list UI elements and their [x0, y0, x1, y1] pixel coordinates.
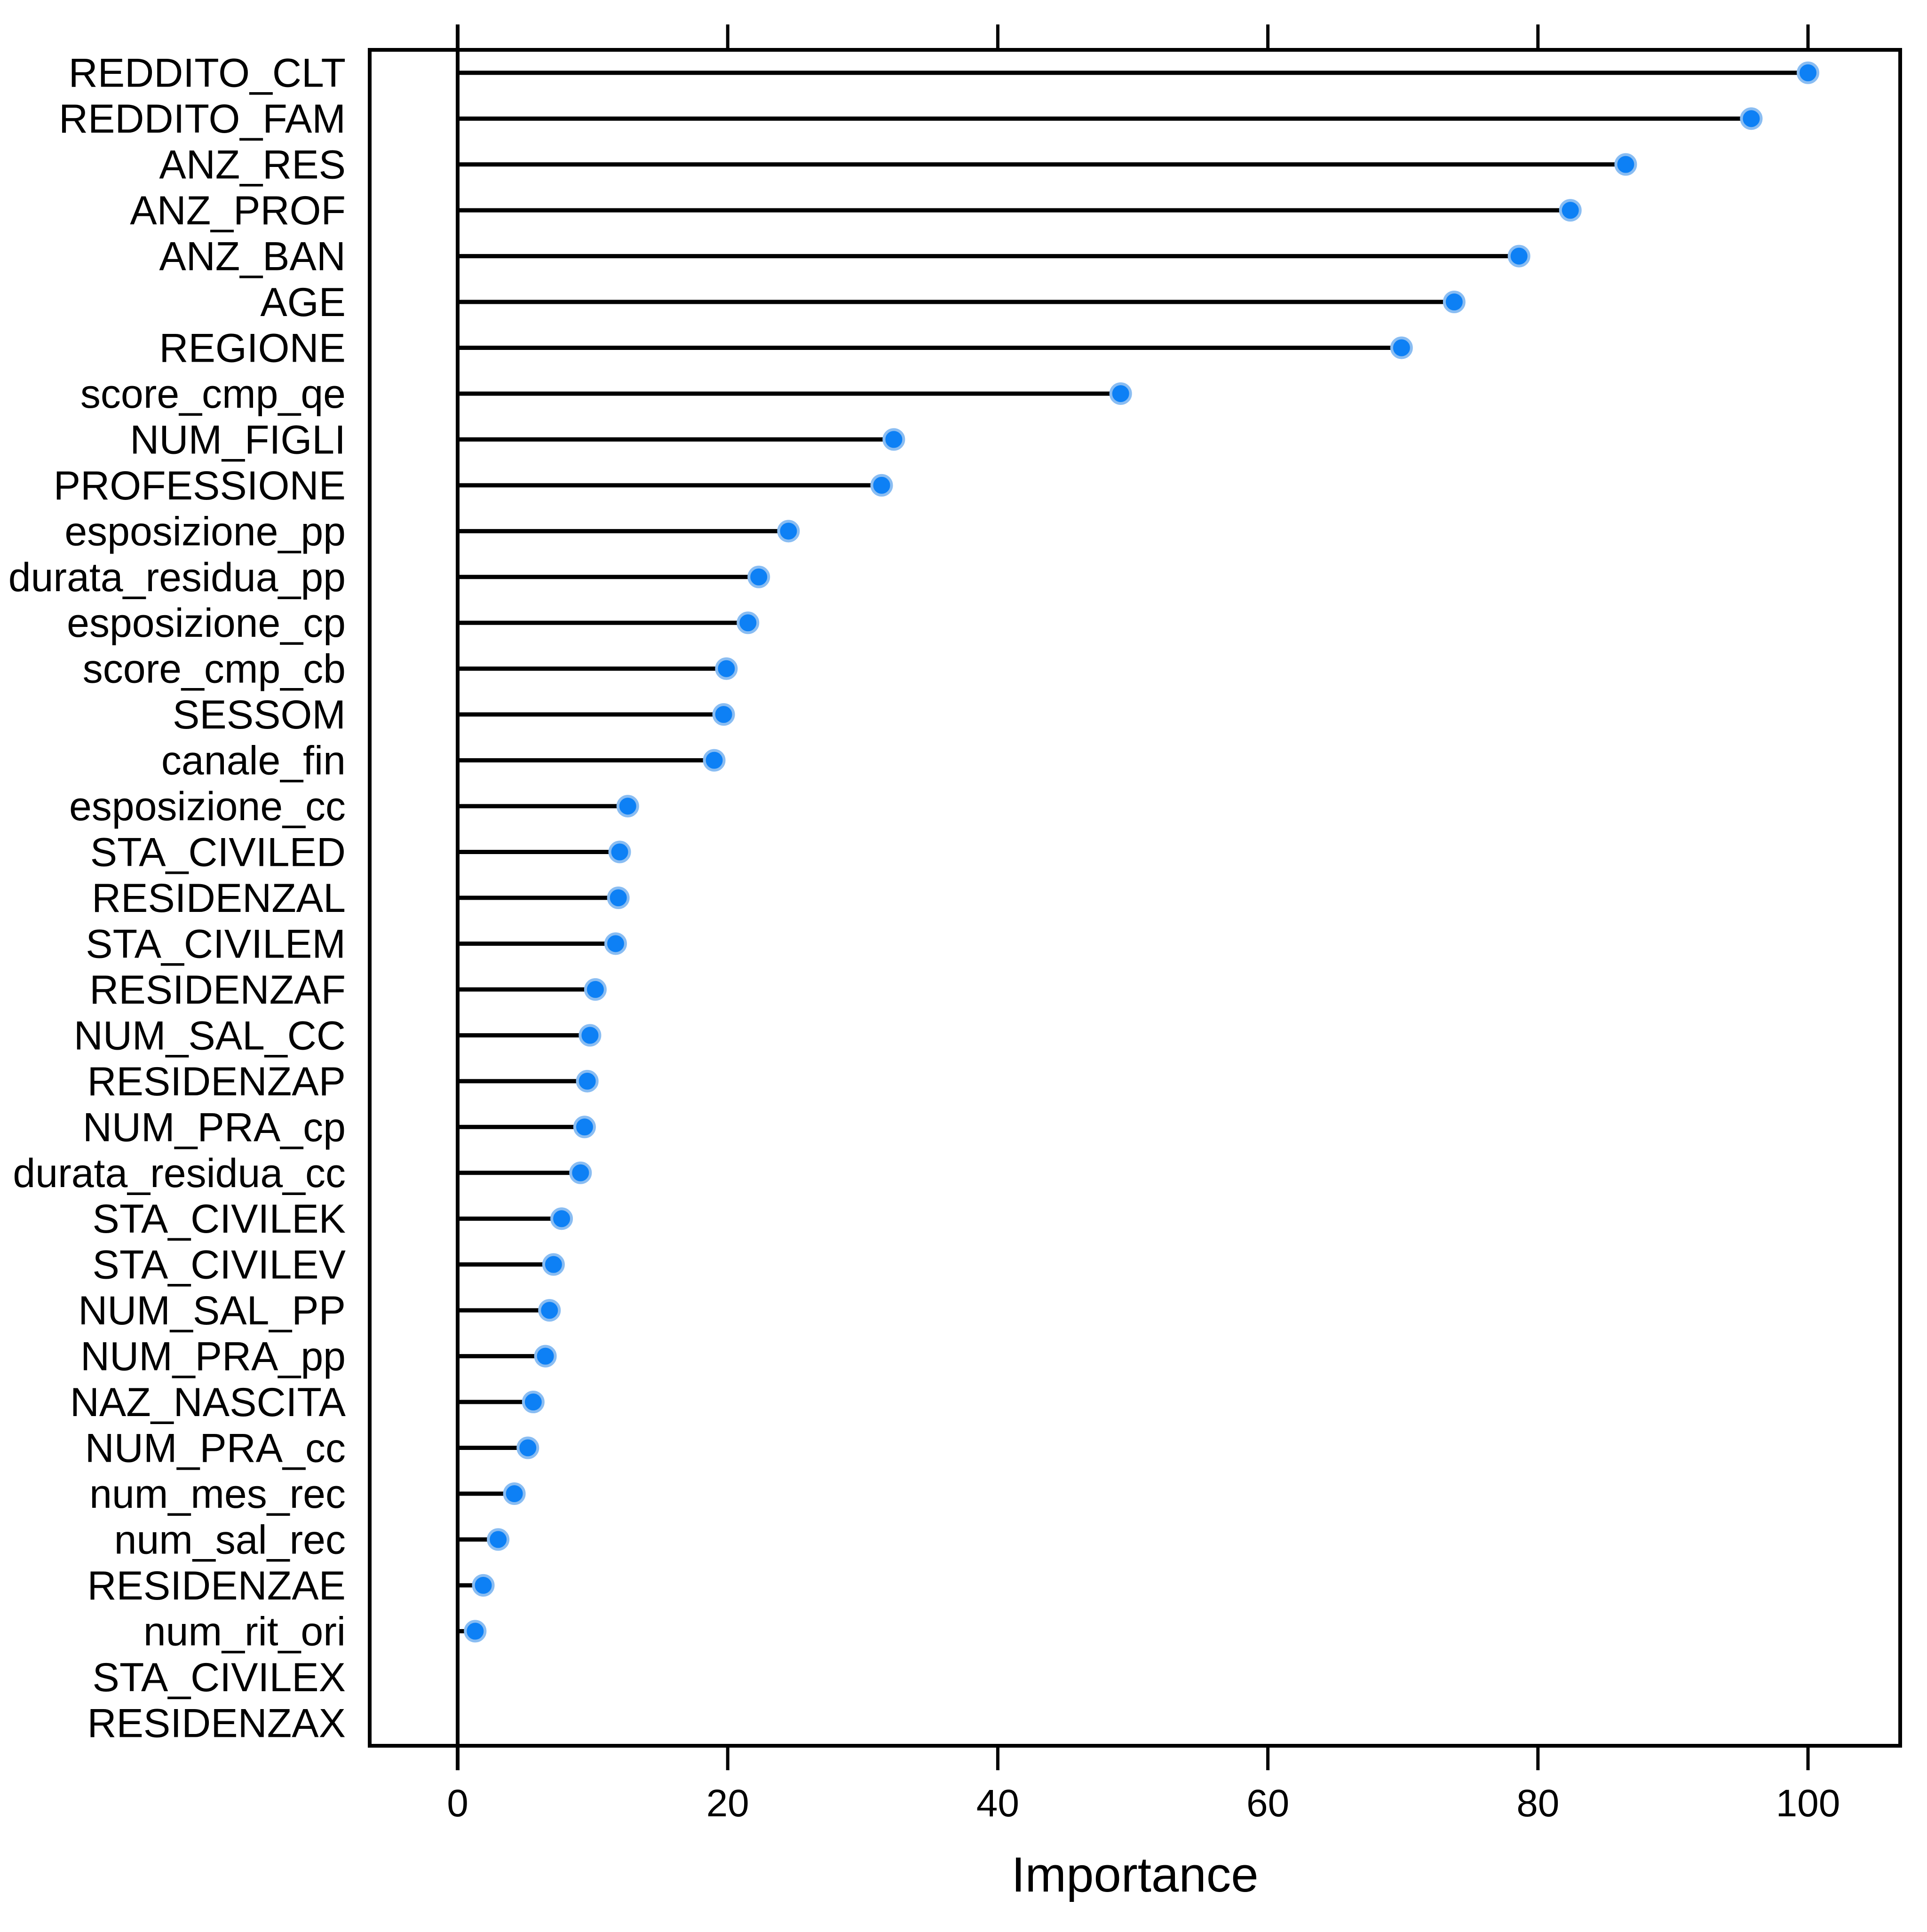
data-point-dot	[569, 1161, 592, 1184]
y-axis-label: esposizione_cp	[67, 601, 346, 646]
y-axis-label: durata_residua_pp	[8, 555, 346, 600]
data-point-dot	[534, 1345, 557, 1368]
y-axis-label: num_rit_ori	[143, 1609, 346, 1654]
y-axis-label: STA_CIVILEX	[92, 1655, 346, 1700]
data-point-dot	[538, 1299, 561, 1322]
data-point-dot	[616, 795, 639, 818]
y-axis-label: ANZ_BAN	[159, 234, 346, 279]
dots-layer	[464, 61, 1819, 1643]
stems-layer	[460, 71, 1808, 1633]
y-axis-label: NUM_FIGLI	[130, 417, 346, 462]
data-point-dot	[1614, 153, 1637, 176]
y-axis-label: STA_CIVILEM	[86, 921, 346, 966]
data-point-dot	[487, 1528, 510, 1551]
plot-box	[368, 48, 1902, 1748]
data-point-dot	[464, 1620, 487, 1643]
data-point-dot	[777, 520, 800, 543]
data-point-dot	[1797, 61, 1819, 84]
x-tick-label: 80	[1516, 1782, 1559, 1825]
data-point-dot	[1109, 382, 1132, 405]
data-point-dot	[516, 1436, 539, 1459]
y-axis-label: REDDITO_CLT	[69, 51, 346, 96]
data-point-dot	[573, 1116, 596, 1139]
data-point-dot	[712, 703, 735, 726]
data-point-dot	[584, 978, 607, 1001]
y-axis-label: NUM_PRA_cp	[83, 1105, 346, 1150]
y-axis-label: canale_fin	[161, 738, 346, 784]
x-axis-title: Importance	[1011, 1847, 1258, 1902]
y-axis-label: ANZ_RES	[159, 143, 346, 188]
x-tick-label: 40	[976, 1782, 1019, 1825]
x-tick-label: 0	[447, 1782, 468, 1825]
y-axis-label: STA_CIVILEV	[92, 1243, 346, 1288]
y-axis-label: score_cmp_qe	[80, 372, 346, 417]
data-point-dot	[503, 1482, 526, 1505]
y-axis-label: STA_CIVILED	[90, 830, 346, 875]
x-tick-label: 100	[1776, 1782, 1840, 1825]
data-point-dot	[604, 932, 627, 955]
data-point-dot	[607, 887, 630, 909]
data-point-dot	[737, 611, 760, 634]
data-point-dot	[1740, 107, 1763, 130]
data-point-dot	[1507, 245, 1530, 268]
data-point-dot	[522, 1391, 545, 1414]
data-point-dot	[608, 840, 631, 863]
axis-ticks-layer	[456, 24, 1810, 1770]
data-point-dot	[747, 565, 770, 588]
y-axis-label: REDDITO_FAM	[59, 96, 346, 142]
y-axis-label: SESSOM	[173, 692, 346, 737]
y-axis-label: NUM_PRA_pp	[80, 1334, 346, 1379]
x-tick-label: 20	[706, 1782, 749, 1825]
tick-labels-layer: 0 20 40 60 80 100	[447, 1782, 1840, 1825]
data-point-dot	[1390, 336, 1413, 359]
y-axis-label: RESIDENZAL	[92, 876, 346, 921]
y-axis-label: REGIONE	[159, 325, 346, 371]
y-axis-label: esposizione_pp	[64, 509, 346, 554]
data-point-dot	[1443, 291, 1466, 314]
data-point-dot	[715, 657, 738, 680]
data-point-dot	[1559, 199, 1582, 222]
y-axis-label: NUM_SAL_CC	[74, 1013, 346, 1058]
data-point-dot	[579, 1024, 602, 1047]
y-axis-label: STA_CIVILEK	[92, 1196, 346, 1242]
y-axis-label: NUM_SAL_PP	[78, 1288, 346, 1333]
y-axis-label: esposizione_cc	[69, 784, 346, 829]
y-axis-label: durata_residua_cc	[13, 1151, 346, 1196]
data-point-dot	[703, 749, 726, 772]
y-axis-label: num_sal_rec	[114, 1517, 346, 1562]
data-point-dot	[542, 1253, 565, 1276]
data-point-dot	[576, 1069, 599, 1093]
data-point-dot	[870, 474, 893, 497]
y-axis-label: num_mes_rec	[89, 1472, 346, 1517]
y-axis-label: AGE	[260, 280, 346, 325]
y-axis-label: NAZ_NASCITA	[70, 1380, 346, 1425]
y-axis-label: RESIDENZAP	[87, 1059, 346, 1104]
data-point-dot	[882, 428, 905, 451]
y-axis-label: RESIDENZAX	[87, 1701, 346, 1746]
data-point-dot	[472, 1574, 495, 1597]
x-tick-label: 60	[1246, 1782, 1289, 1825]
data-point-dot	[550, 1207, 573, 1230]
y-axis-label: score_cmp_cb	[83, 647, 346, 692]
y-axis-label: ANZ_PROF	[130, 188, 346, 233]
y-axis-label: RESIDENZAE	[87, 1563, 346, 1608]
y-axis-label: NUM_PRA_cc	[85, 1426, 346, 1471]
y-axis-label: PROFESSIONE	[54, 463, 346, 508]
category-labels-layer: REDDITO_CLTREDDITO_FAMANZ_RESANZ_PROFANZ…	[8, 51, 346, 1746]
y-axis-label: RESIDENZAF	[89, 967, 346, 1013]
